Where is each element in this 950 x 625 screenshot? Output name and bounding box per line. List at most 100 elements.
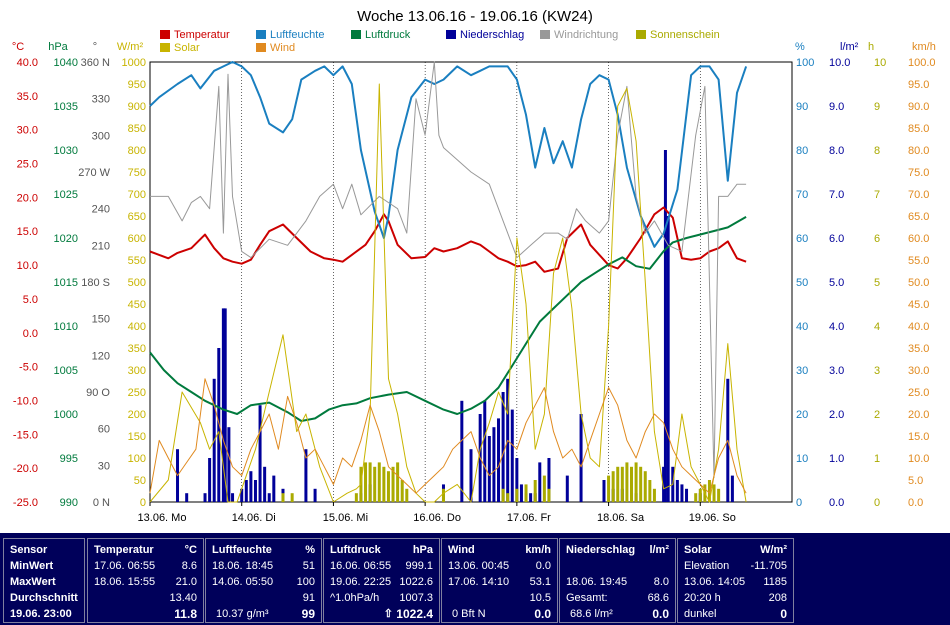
axis-7-tick-9: 55.0 bbox=[908, 255, 929, 267]
niederschlag-bar-42 bbox=[579, 414, 583, 502]
axis-3-tick-9: 550 bbox=[128, 255, 146, 267]
axis-0-tick-7: 5.0 bbox=[23, 294, 38, 306]
axis-3-tick-14: 300 bbox=[128, 365, 146, 377]
sonnenschein-bar-36 bbox=[707, 480, 711, 502]
sonnenschein-bar-27 bbox=[630, 466, 633, 502]
legend-swatch-1 bbox=[256, 30, 266, 39]
axis-unit-6: h bbox=[868, 41, 874, 53]
legend-label-7: Wind bbox=[270, 42, 295, 54]
solar-avg: 208 bbox=[768, 592, 787, 604]
axis-1-tick-8: 1000 bbox=[54, 409, 78, 421]
minwert-label: MinWert bbox=[10, 560, 54, 572]
axis-1-tick-9: 995 bbox=[60, 453, 78, 465]
legend-label-5: Sonnenschein bbox=[650, 29, 720, 41]
rain-unit: l/m² bbox=[649, 544, 669, 556]
legend-swatch-2 bbox=[351, 30, 361, 39]
axis-2-tick-8: 120 bbox=[92, 350, 110, 362]
axis-5-tick-8: 2.0 bbox=[829, 409, 844, 421]
axis-3-tick-5: 750 bbox=[128, 167, 146, 179]
niederschlag-bar-27 bbox=[483, 400, 487, 502]
niederschlag-bar-13 bbox=[253, 480, 257, 502]
niederschlag-bar-5 bbox=[217, 348, 221, 502]
axis-1-tick-3: 1025 bbox=[54, 189, 78, 201]
sonnenschein-bar-34 bbox=[698, 488, 702, 502]
axis-5-tick-0: 10.0 bbox=[829, 57, 850, 69]
axis-5-tick-5: 5.0 bbox=[829, 277, 844, 289]
axis-unit-5: l/m² bbox=[840, 41, 859, 53]
axis-2-tick-1: 330 bbox=[92, 94, 110, 106]
axis-7-tick-10: 50.0 bbox=[908, 277, 929, 289]
niederschlag-bar-31 bbox=[501, 392, 505, 502]
sonnenschein-bar-26 bbox=[625, 462, 629, 502]
axis-0-tick-12: -20.0 bbox=[13, 463, 38, 475]
hum-header: Luftfeuchte bbox=[212, 544, 272, 556]
sonnenschein-bar-10 bbox=[391, 466, 395, 502]
solar-unit: W/m² bbox=[760, 544, 787, 556]
legend-label-4: Windrichtung bbox=[554, 29, 618, 41]
sonnenschein-bar-2 bbox=[354, 493, 358, 502]
legend: Temperatur Luftfeuchte Luftdruck Niederschl… bbox=[160, 29, 720, 54]
axis-1-tick-2: 1030 bbox=[54, 145, 78, 157]
axis-4-tick-6: 40 bbox=[796, 321, 808, 333]
axis-2-tick-9: 90 O bbox=[86, 387, 110, 399]
legend-label-0: Temperatur bbox=[174, 29, 230, 41]
axis-1-tick-0: 1040 bbox=[54, 57, 78, 69]
niederschlag-bar-34 bbox=[515, 458, 519, 502]
temp-header: Temperatur bbox=[94, 544, 154, 556]
solar-elevation: -11.705 bbox=[750, 560, 788, 572]
axis-2-tick-4: 240 bbox=[92, 204, 110, 216]
axis-6-tick-6: 4 bbox=[874, 321, 880, 333]
x-tick-label-5: 18.06. Sa bbox=[597, 512, 645, 524]
axis-4-tick-2: 80 bbox=[796, 145, 808, 157]
press-avg: 1007.3 bbox=[399, 592, 433, 604]
axis-0-tick-4: 20.0 bbox=[17, 192, 38, 204]
axis-2-tick-5: 210 bbox=[92, 240, 110, 252]
x-tick-label-3: 16.06. Do bbox=[413, 512, 461, 524]
niederschlag-bar-37 bbox=[529, 493, 533, 502]
wind-max-value: 53.1 bbox=[529, 576, 551, 588]
wind-avg: 10.5 bbox=[529, 592, 551, 604]
temp-unit: °C bbox=[184, 544, 197, 556]
plot-frame bbox=[149, 61, 793, 503]
grid bbox=[149, 61, 793, 503]
sonnenschein-bar-37 bbox=[712, 484, 716, 502]
sonnenschein-bar-4 bbox=[364, 462, 368, 502]
hum-abs: 10.37 g/m³ bbox=[216, 608, 269, 620]
niederschlag-bar-12 bbox=[249, 471, 253, 502]
axis-1-tick-4: 1020 bbox=[54, 233, 78, 245]
press-min-time: 16.06. 06:55 bbox=[330, 560, 392, 572]
stats-pressure: Luftdruck hPa 16.06. 06:55 999.1 19.06. 22… bbox=[323, 538, 440, 623]
axis-1-tick-5: 1015 bbox=[54, 277, 78, 289]
axis-7-tick-0: 100.0 bbox=[908, 57, 936, 69]
axis-6-tick-1: 9 bbox=[874, 101, 880, 113]
sonnenschein-bar-28 bbox=[634, 462, 638, 502]
niederschlag-bar-8 bbox=[227, 427, 231, 502]
solar-state: dunkel bbox=[684, 608, 717, 620]
series-luftfeuchte bbox=[149, 61, 748, 248]
series-solar bbox=[149, 83, 747, 503]
solar-max-time: 13.06. 14:05 bbox=[684, 576, 746, 588]
hum-max-value: 100 bbox=[296, 576, 315, 588]
axis-6-tick-8: 2 bbox=[874, 409, 880, 421]
x-tick-label-0: 13.06. Mo bbox=[138, 512, 187, 524]
sonnenschein-bar-5 bbox=[368, 462, 372, 502]
niederschlag-bar-20 bbox=[313, 488, 317, 502]
axis-3-tick-3: 850 bbox=[128, 123, 146, 135]
axis-unit-4: % bbox=[795, 41, 805, 53]
niederschlag-bar-35 bbox=[519, 484, 523, 502]
sonnenschein-bar-13 bbox=[405, 488, 409, 502]
stats-panel: Sensor MinWert MaxWert Durchschnitt 19.0… bbox=[0, 533, 950, 625]
axis-3-tick-10: 500 bbox=[128, 277, 146, 289]
axis-unit-0: °C bbox=[12, 41, 24, 53]
axis-4-tick-1: 90 bbox=[796, 101, 808, 113]
sonnenschein-bar-30 bbox=[643, 471, 647, 502]
sonnenschein-bar-25 bbox=[620, 466, 624, 502]
wind-unit: km/h bbox=[525, 544, 551, 556]
axis-6-tick-5: 5 bbox=[874, 277, 880, 289]
axis-0-tick-2: 30.0 bbox=[17, 125, 38, 137]
axis-7-tick-5: 75.0 bbox=[908, 167, 929, 179]
niederschlag-bar-47 bbox=[662, 466, 666, 502]
niederschlag-bar-14 bbox=[258, 405, 262, 502]
axis-7-tick-13: 35.0 bbox=[908, 343, 929, 355]
